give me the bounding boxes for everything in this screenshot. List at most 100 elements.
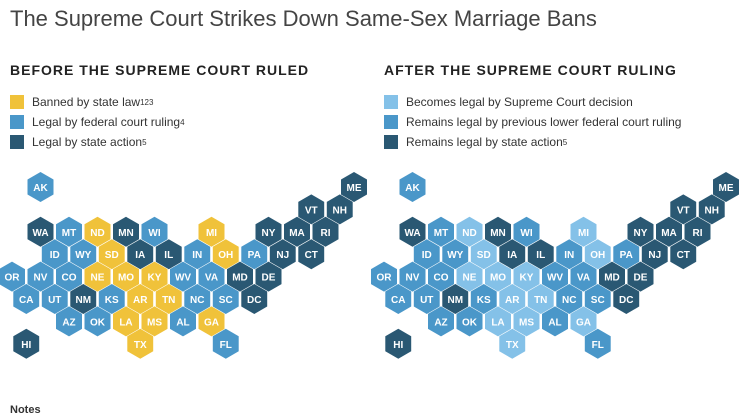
state-label: IA	[507, 250, 517, 261]
state-label: MT	[62, 228, 76, 239]
state-hex-ak: AK	[27, 172, 54, 202]
hex-shape	[499, 239, 526, 270]
state-hex-wy: WY	[70, 239, 97, 270]
state-hex-ny: NY	[627, 216, 654, 247]
state-hex-nj: NJ	[269, 239, 296, 270]
state-hex-mi: MI	[570, 216, 597, 247]
legend-item-federal: Remains legal by previous lower federal …	[384, 112, 681, 132]
state-hex-md: MD	[227, 261, 253, 292]
state-label: WI	[520, 228, 532, 239]
state-label: AK	[33, 183, 48, 194]
state-label: AK	[405, 183, 420, 194]
state-hex-ut: UT	[413, 284, 440, 314]
hex-shape	[556, 284, 583, 314]
state-hex-sd: SD	[98, 239, 125, 270]
legend-item-state: Remains legal by state action 5	[384, 132, 681, 152]
state-label: WY	[75, 250, 91, 261]
state-label: CT	[305, 250, 318, 261]
hex-shape	[470, 239, 497, 270]
state-hex-in: IN	[184, 239, 211, 270]
hex-shape	[227, 261, 253, 292]
state-hex-az: AZ	[428, 306, 454, 337]
state-label: VA	[205, 273, 218, 284]
hex-shape	[56, 261, 82, 292]
hex-shape	[298, 194, 325, 225]
state-label: NM	[75, 295, 91, 306]
state-hex-ut: UT	[41, 284, 68, 314]
state-label: SC	[219, 295, 233, 306]
state-label: MI	[206, 228, 217, 239]
hex-shape	[98, 284, 125, 314]
hex-shape	[570, 216, 597, 247]
after-hex-map: AK ME VT NH WA MT ND MN WI MI NY MA RI ID WY SD IA IL IN OH…	[371, 172, 739, 359]
hex-shape	[570, 306, 597, 337]
legend-footnote: 4	[180, 117, 185, 127]
legend-label: Remains legal by previous lower federal …	[406, 115, 682, 129]
state-label: KY	[148, 273, 162, 284]
state-hex-ar: AR	[127, 284, 154, 314]
state-hex-dc: DC	[613, 284, 640, 314]
hex-shape	[141, 306, 168, 337]
state-label: DE	[634, 273, 648, 284]
hex-shape	[527, 239, 554, 270]
state-hex-nh: NH	[698, 194, 725, 225]
hex-shape	[27, 172, 54, 202]
state-label: MD	[232, 273, 248, 284]
hex-shape	[499, 328, 526, 359]
hex-shape	[613, 239, 640, 270]
hex-shape	[27, 216, 54, 247]
state-label: IN	[192, 250, 202, 261]
state-hex-nh: NH	[326, 194, 353, 225]
legend-label: Banned by state law	[32, 95, 141, 109]
state-hex-tx: TX	[499, 328, 526, 359]
state-hex-tx: TX	[127, 328, 154, 359]
hex-shape	[428, 261, 454, 292]
state-hex-il: IL	[527, 239, 554, 270]
state-hex-mt: MT	[428, 216, 454, 247]
hex-shape	[684, 216, 711, 247]
state-label: AR	[505, 295, 520, 306]
state-label: TX	[134, 340, 147, 351]
hex-shape	[385, 328, 412, 359]
legend-footnote: 5	[142, 137, 147, 147]
state-label: MA	[289, 228, 305, 239]
state-label: MO	[118, 273, 134, 284]
state-label: SD	[477, 250, 491, 261]
state-hex-wa: WA	[399, 216, 426, 247]
state-label: OK	[90, 317, 106, 328]
state-hex-sc: SC	[584, 284, 611, 314]
hex-shape	[298, 239, 325, 270]
state-hex-co: CO	[56, 261, 82, 292]
state-label: CA	[391, 295, 405, 306]
state-hex-nm: NM	[442, 284, 469, 314]
state-hex-ok: OK	[84, 306, 111, 337]
state-hex-ms: MS	[141, 306, 168, 337]
state-hex-ok: OK	[456, 306, 483, 337]
state-hex-va: VA	[198, 261, 225, 292]
state-hex-il: IL	[155, 239, 182, 270]
hex-shape	[670, 194, 697, 225]
hex-shape	[56, 216, 82, 247]
state-label: GA	[204, 317, 219, 328]
state-label: MS	[519, 317, 534, 328]
state-hex-nv: NV	[27, 261, 54, 292]
hex-shape	[27, 261, 54, 292]
hex-shape	[456, 261, 483, 292]
hex-shape	[312, 216, 339, 247]
state-hex-pa: PA	[241, 239, 268, 270]
state-label: RI	[321, 228, 331, 239]
state-label: CA	[19, 295, 33, 306]
state-label: VT	[305, 205, 318, 216]
legend-item-state: Legal by state action 5	[10, 132, 185, 152]
state-label: TN	[162, 295, 175, 306]
state-hex-mn: MN	[485, 216, 511, 247]
state-label: ID	[50, 250, 60, 261]
state-label: DC	[247, 295, 261, 306]
state-label: NV	[34, 273, 48, 284]
legend-item-supreme: Becomes legal by Supreme Court decision	[384, 92, 681, 112]
state-label: WY	[447, 250, 463, 261]
state-hex-sc: SC	[212, 284, 239, 314]
state-hex-va: VA	[570, 261, 597, 292]
state-label: PA	[620, 250, 633, 261]
